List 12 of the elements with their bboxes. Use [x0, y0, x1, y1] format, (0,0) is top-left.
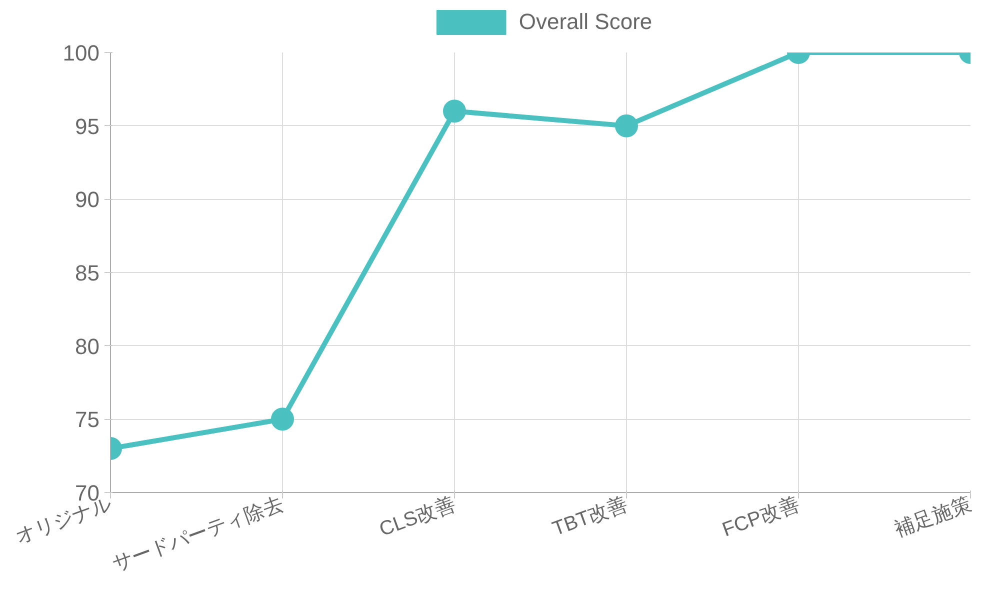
y-tick-label: 90 [75, 187, 100, 212]
y-tick-label: 80 [75, 334, 100, 359]
legend-label: Overall Score [518, 9, 652, 35]
x-tick-label: FCP改善 [719, 492, 802, 542]
x-tick-label: サードパーティ除去 [110, 493, 286, 576]
x-tick-label: 補足施策 [892, 493, 974, 542]
y-tick-label: 100 [62, 40, 100, 66]
x-tick-label: TBT改善 [549, 492, 630, 540]
x-tick-label: CLS改善 [376, 492, 458, 541]
y-tick-label: 95 [75, 114, 100, 139]
y-tick-label: 75 [75, 407, 100, 432]
y-tick-label: 85 [75, 260, 100, 286]
